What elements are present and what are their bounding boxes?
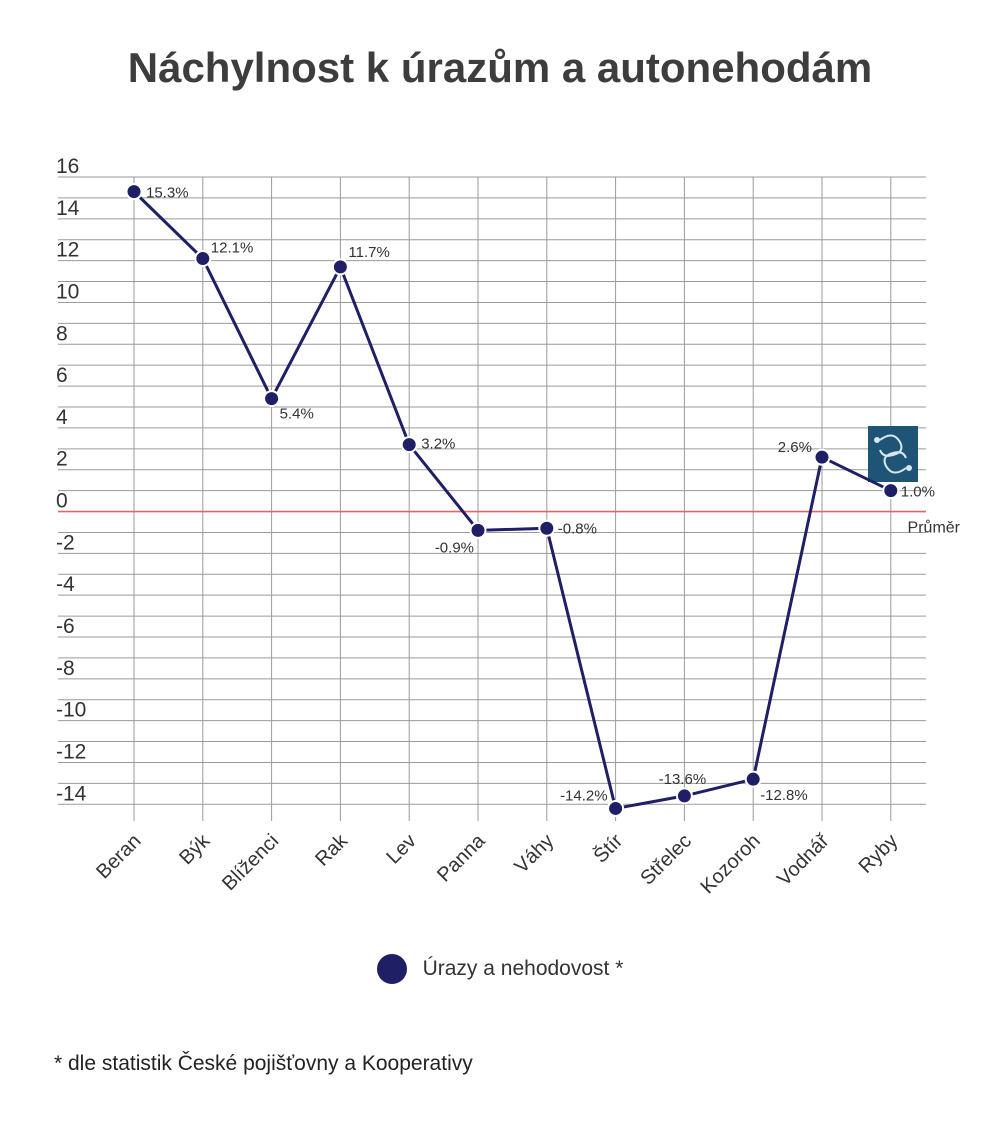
y-tick-label: 0 [56, 490, 68, 513]
x-tick-label: Kozoroh [696, 830, 764, 898]
data-point [744, 770, 762, 788]
data-points [125, 183, 900, 817]
legend-label: Úrazy a nehodovost * [422, 957, 624, 980]
data-point [400, 436, 418, 454]
x-axis-ticks: Beran Býk Blíženci Rak Lev Panna Váhy Štír Střel… [92, 829, 902, 898]
data-label: -14.2% [560, 787, 608, 804]
data-point [469, 521, 487, 539]
data-point [125, 183, 143, 201]
data-point [675, 787, 693, 805]
y-axis-ticks: 16 14 12 10 8 6 4 2 0 -2 -4 -6 -8 -10 -12 -14 [56, 155, 87, 805]
data-label: -0.8% [558, 520, 597, 537]
pisces-badge [868, 426, 918, 482]
y-tick-label: -4 [56, 573, 75, 596]
y-tick-label: 16 [56, 155, 79, 178]
series-line [132, 190, 892, 810]
data-label: 5.4% [280, 406, 314, 423]
x-tick-label: Štír [589, 829, 628, 868]
data-point [263, 390, 281, 408]
y-tick-label: -8 [56, 657, 75, 680]
data-label: -12.8% [760, 787, 808, 804]
y-tick-label: -2 [56, 531, 75, 554]
y-tick-label: -10 [56, 699, 86, 722]
grid-lines [58, 176, 926, 821]
legend-marker [376, 954, 407, 984]
legend: Úrazy a nehodovost * [0, 954, 1000, 984]
y-tick-label: 10 [56, 280, 79, 303]
data-label: 2.6% [778, 439, 812, 456]
data-label: 3.2% [421, 436, 455, 453]
average-line-label: Průměr [908, 519, 961, 537]
x-tick-label: Blíženci [218, 830, 283, 895]
data-labels: 15.3% 12.1% 5.4% 11.7% 3.2% -0.9% -0.8% -14.2% -… [146, 185, 935, 805]
x-tick-label: Vodnář [773, 829, 834, 890]
y-tick-label: 4 [56, 406, 68, 429]
y-tick-label: -6 [56, 615, 75, 638]
chart-title: Náchylnost k úrazům a autonehodám [127, 44, 873, 91]
x-tick-label: Střelec [636, 830, 696, 890]
x-tick-label: Lev [382, 830, 420, 868]
data-point [607, 799, 625, 817]
average-line-group: Průměr [58, 510, 961, 537]
pisces-zodiac-icon [874, 434, 912, 474]
data-label: 1.0% [901, 484, 935, 501]
data-point [331, 258, 349, 276]
footnote: * dle statistik České pojišťovny a Koope… [54, 1052, 473, 1075]
y-tick-label: -14 [56, 782, 87, 805]
data-label: 11.7% [348, 244, 389, 261]
data-point [538, 519, 556, 537]
data-label: -0.9% [435, 539, 474, 556]
x-tick-label: Váhy [511, 830, 559, 878]
x-tick-label: Býk [175, 829, 215, 869]
y-tick-label: 6 [56, 364, 68, 387]
x-tick-label: Beran [92, 830, 145, 883]
x-tick-label: Ryby [855, 830, 903, 878]
y-tick-label: 8 [56, 322, 68, 345]
y-tick-label: 2 [56, 448, 68, 471]
data-point [813, 448, 831, 466]
data-point [194, 250, 212, 268]
series-line-group [132, 190, 892, 810]
data-label: 12.1% [211, 240, 254, 257]
y-tick-label: 12 [56, 239, 79, 262]
x-tick-label: Panna [433, 829, 490, 886]
data-label: -13.6% [659, 771, 707, 788]
x-tick-label: Rak [311, 829, 352, 870]
y-tick-label: 14 [56, 197, 80, 220]
data-label: 15.3% [146, 185, 189, 202]
y-tick-label: -12 [56, 740, 86, 763]
data-point [882, 482, 900, 500]
